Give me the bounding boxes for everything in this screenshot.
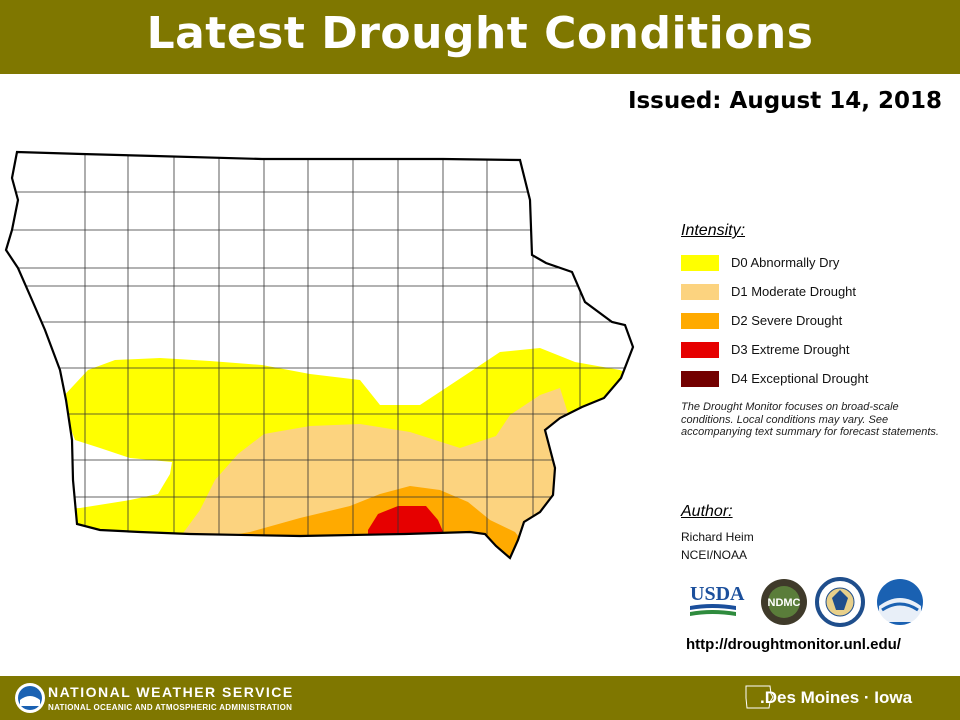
legend-swatch-d4	[681, 370, 719, 387]
legend-label: D2 Severe Drought	[731, 313, 843, 328]
legend-label: D3 Extreme Drought	[731, 342, 850, 357]
footer-bar: NATIONAL WEATHER SERVICE NATIONAL OCEANI…	[0, 676, 960, 720]
legend-swatch-d0	[681, 254, 719, 271]
partner-logos: USDA NDMC	[690, 577, 923, 627]
author-heading: Author:	[681, 503, 733, 520]
d3-region	[368, 506, 444, 534]
iowa-outline-icon	[745, 685, 774, 709]
nws-logo-icon	[15, 683, 45, 713]
legend-item-d0: D0 Abnormally Dry	[681, 248, 951, 277]
office-name: .Des Moines · Iowa	[760, 688, 913, 707]
ndmc-logo-text: NDMC	[768, 597, 801, 609]
legend-note: The Drought Monitor focuses on broad-sca…	[681, 401, 939, 438]
drought-monitor-link[interactable]: http://droughtmonitor.unl.edu/	[686, 636, 901, 653]
page-title: Latest Drought Conditions	[146, 8, 814, 59]
issued-date: Issued: August 14, 2018	[627, 88, 942, 114]
legend-swatch-d1	[681, 283, 719, 300]
legend-item-d2: D2 Severe Drought	[681, 306, 951, 335]
legend-label: D0 Abnormally Dry	[731, 255, 840, 270]
legend-swatch-d2	[681, 312, 719, 329]
top-banner: Latest Drought Conditions	[0, 0, 960, 74]
usda-logo-text: USDA	[690, 583, 745, 605]
iowa-drought-map	[4, 150, 635, 560]
author-name: Richard Heim	[681, 530, 754, 544]
commerce-seal-logo	[815, 577, 865, 627]
legend-label: D1 Moderate Drought	[731, 284, 857, 299]
legend-item-d3: D3 Extreme Drought	[681, 335, 951, 364]
legend-item-d4: D4 Exceptional Drought	[681, 364, 951, 393]
legend-label: D4 Exceptional Drought	[731, 371, 869, 386]
d1-region	[178, 388, 570, 540]
usda-logo: USDA	[690, 583, 745, 616]
ndmc-logo: NDMC	[761, 579, 807, 625]
agency-name: NATIONAL WEATHER SERVICE	[48, 684, 294, 700]
author-org: NCEI/NOAA	[681, 548, 748, 562]
legend-swatch-d3	[681, 341, 719, 358]
noaa-logo	[877, 579, 923, 625]
legend-item-d1: D1 Moderate Drought	[681, 277, 951, 306]
legend: Intensity: D0 Abnormally Dry D1 Moderate…	[681, 222, 951, 439]
agency-subtitle: NATIONAL OCEANIC AND ATMOSPHERIC ADMINIS…	[48, 703, 293, 712]
legend-title: Intensity:	[681, 222, 746, 239]
